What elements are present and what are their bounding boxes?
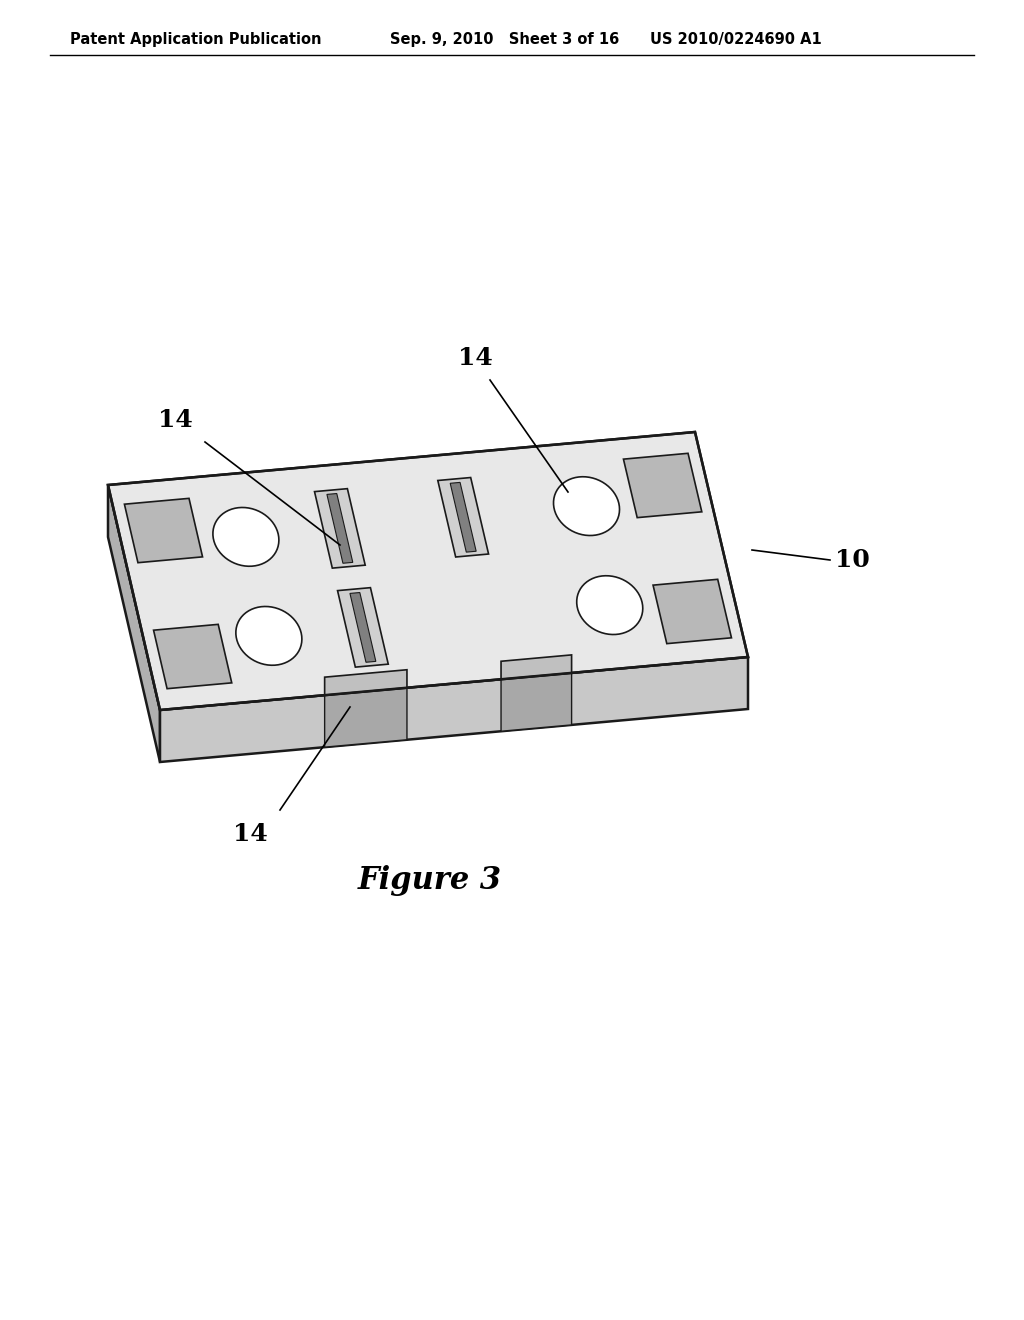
Polygon shape	[160, 657, 748, 762]
Text: Patent Application Publication: Patent Application Publication	[70, 32, 322, 48]
Polygon shape	[338, 587, 388, 667]
Polygon shape	[325, 688, 407, 747]
Polygon shape	[451, 482, 476, 552]
Text: Figure 3: Figure 3	[358, 865, 502, 895]
Polygon shape	[213, 507, 279, 566]
Polygon shape	[327, 494, 353, 564]
Polygon shape	[108, 432, 748, 710]
Polygon shape	[314, 488, 366, 568]
Polygon shape	[501, 655, 571, 680]
Polygon shape	[125, 499, 203, 562]
Text: 10: 10	[835, 548, 869, 572]
Text: 14: 14	[458, 346, 493, 370]
Text: 14: 14	[232, 822, 267, 846]
Polygon shape	[236, 606, 302, 665]
Polygon shape	[653, 579, 731, 644]
Polygon shape	[325, 669, 407, 696]
Polygon shape	[577, 576, 643, 635]
Polygon shape	[438, 478, 488, 557]
Text: Sep. 9, 2010   Sheet 3 of 16: Sep. 9, 2010 Sheet 3 of 16	[390, 32, 620, 48]
Polygon shape	[350, 593, 376, 663]
Text: US 2010/0224690 A1: US 2010/0224690 A1	[650, 32, 821, 48]
Polygon shape	[108, 484, 160, 762]
Polygon shape	[624, 453, 701, 517]
Text: 14: 14	[158, 408, 193, 432]
Polygon shape	[501, 673, 571, 731]
Polygon shape	[554, 477, 620, 536]
Polygon shape	[154, 624, 231, 689]
